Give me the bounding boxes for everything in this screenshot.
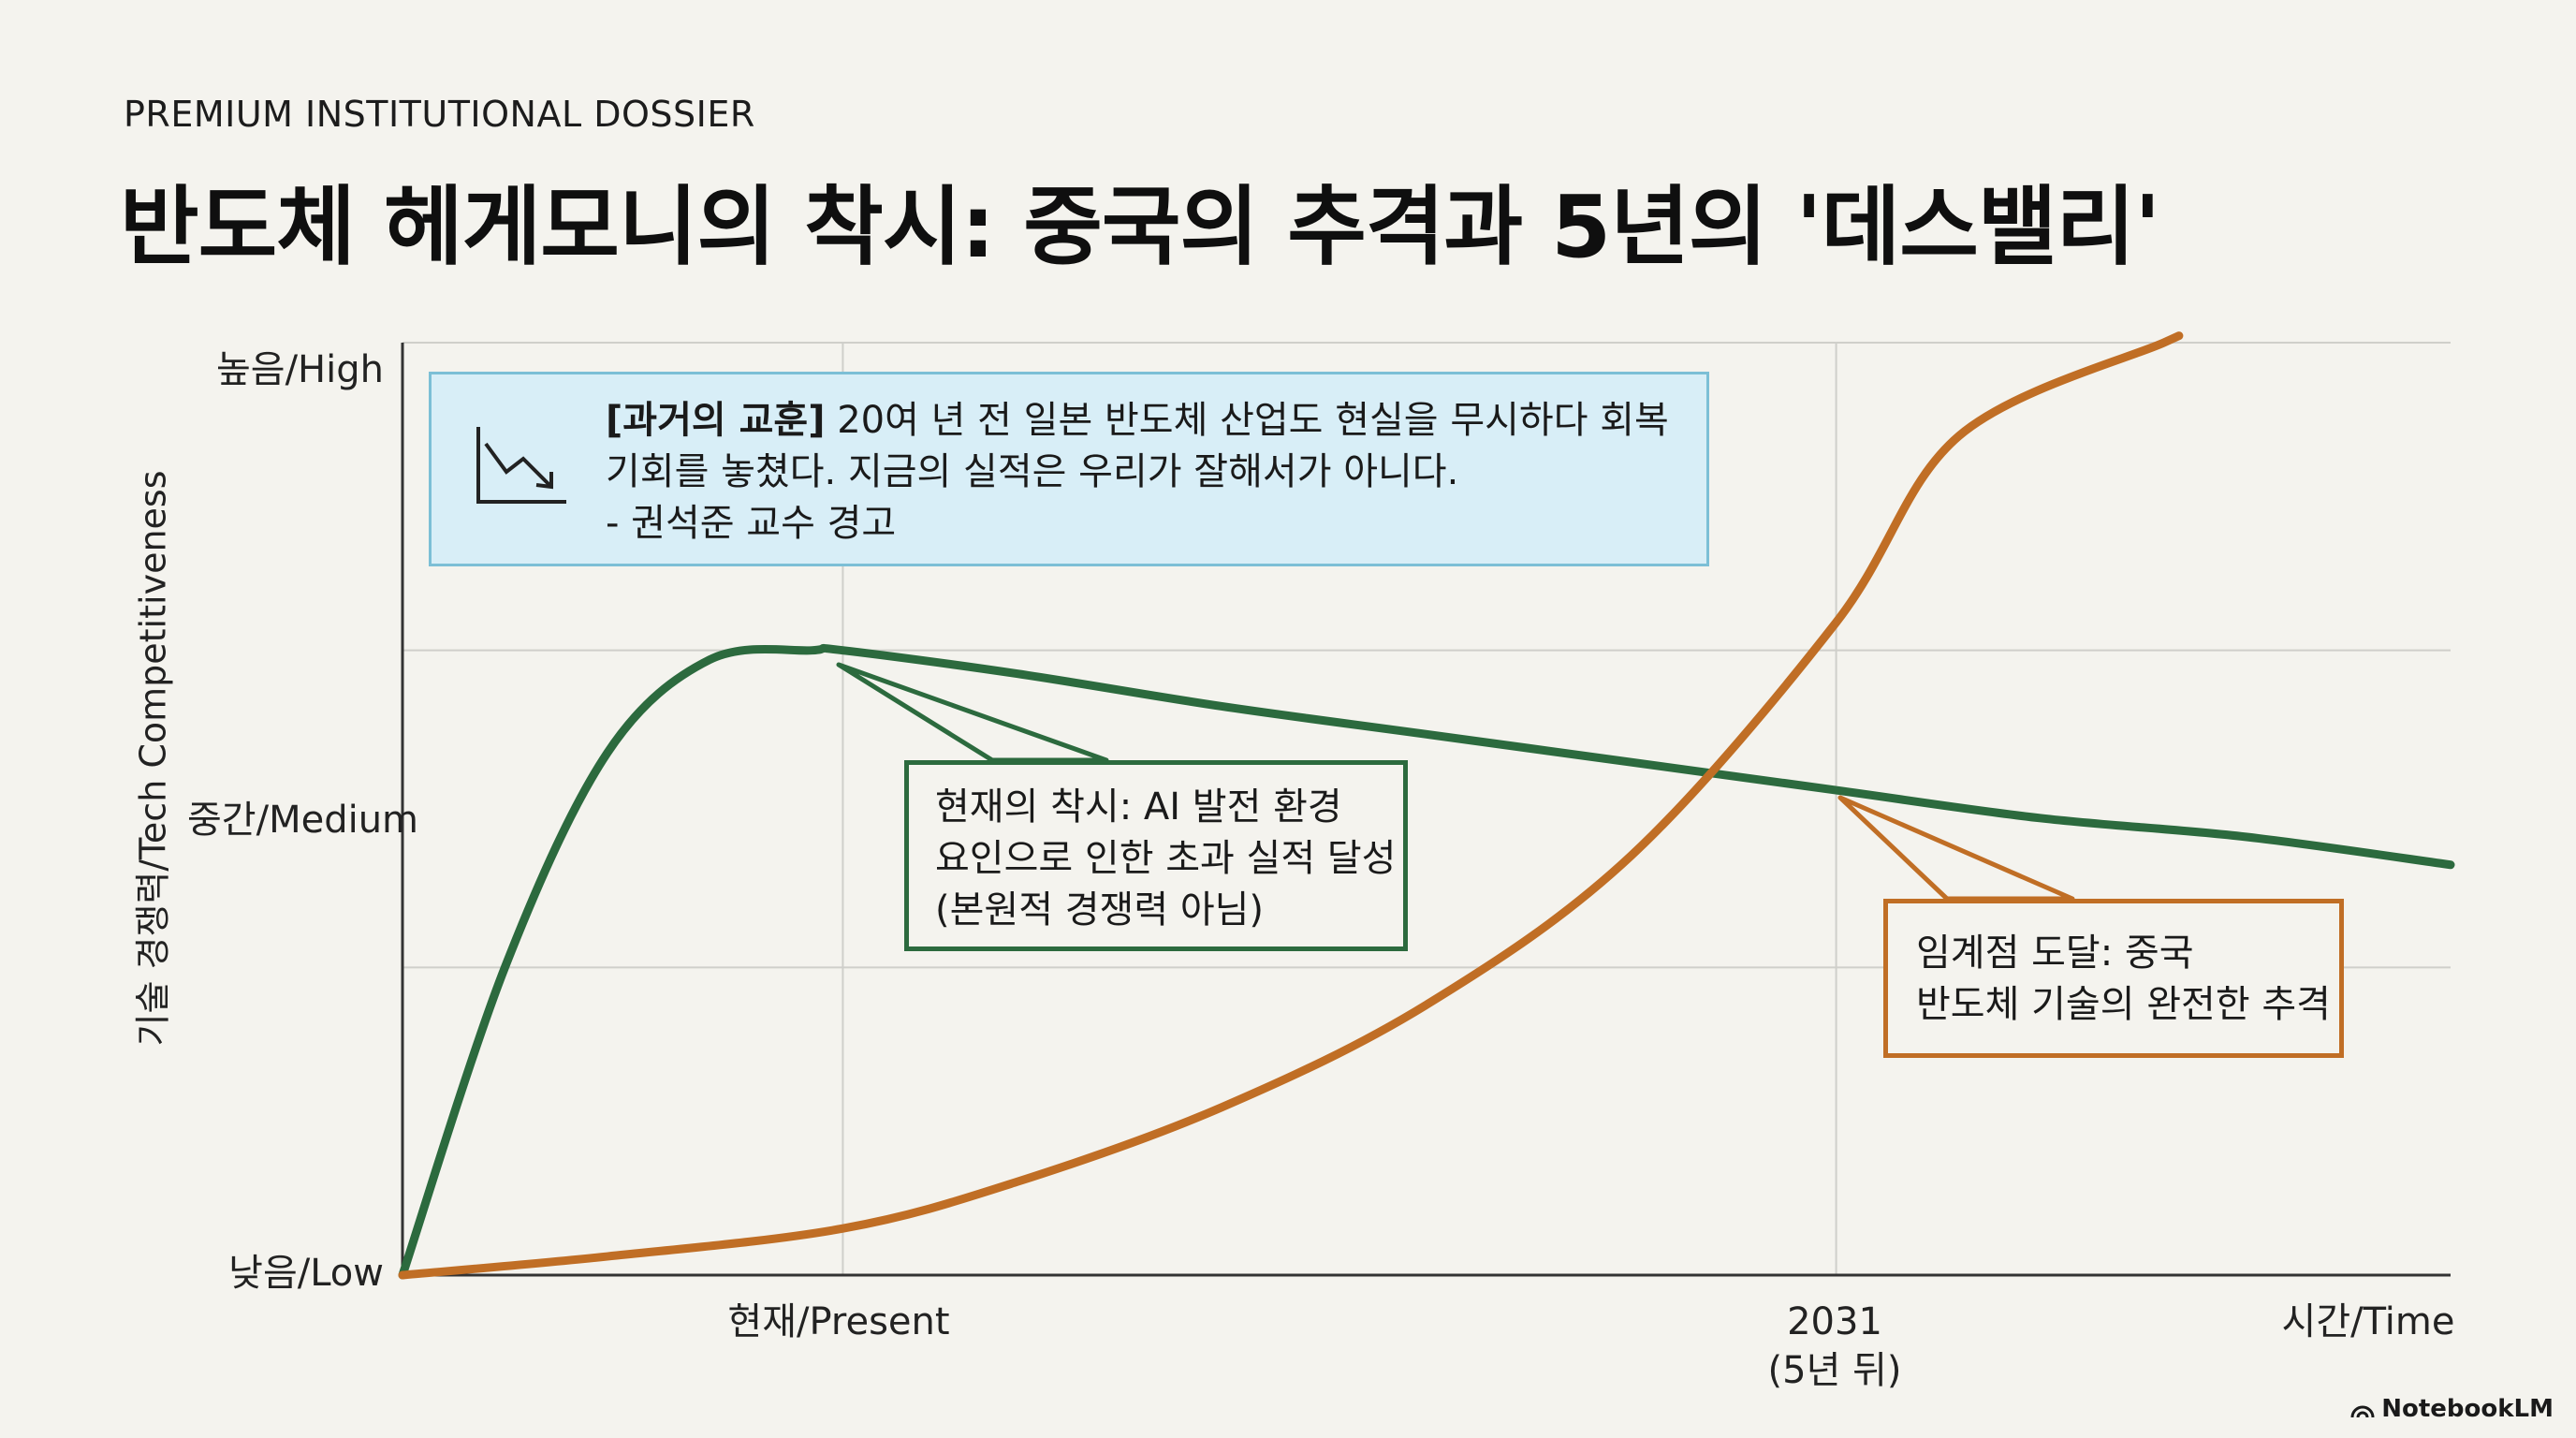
illusion-line2: 요인으로 인한 초과 실적 달성: [935, 837, 1397, 881]
crossover-line1: 임계점 도달: 중국: [1916, 932, 2194, 975]
illusion-line1: 현재의 착시: AI 발전 환경: [935, 785, 1342, 829]
brand-mark: NotebookLM: [2349, 1395, 2554, 1423]
lesson-line2: 기회를 놓쳤다. 지금의 실적은 우리가 잘해서가 아니다.: [606, 450, 1459, 494]
illusion-callout: 현재의 착시: AI 발전 환경 요인으로 인한 초과 실적 달성 (본원적 경…: [904, 760, 1408, 951]
series-line-green: [398, 643, 2455, 1280]
eyebrow-label: PREMIUM INSTITUTIONAL DOSSIER: [124, 94, 755, 135]
illusion-line3: (본원적 경쟁력 아님): [935, 888, 1265, 932]
notebooklm-icon: [2350, 1405, 2375, 1417]
series-group: [398, 331, 2455, 1280]
x-tick-present: 현재/Present: [727, 1300, 950, 1343]
crossover-pointer: [1837, 795, 2075, 902]
page-title: 반도체 헤게모니의 착시: 중국의 추격과 5년의 '데스밸리': [120, 177, 2160, 277]
y-tick-low: 낮음/Low: [228, 1252, 384, 1295]
lesson-line3: - 권석준 교수 경고: [606, 502, 897, 546]
y-tick-medium: 중간/Medium: [187, 799, 419, 842]
x-tick-2031: 2031 (5년 뒤): [1767, 1300, 1902, 1392]
lesson-tag: [과거의 교훈]: [606, 399, 826, 442]
trend-down-icon: [476, 427, 566, 504]
crossover-line2: 반도체 기술의 완전한 추격: [1916, 983, 2331, 1027]
y-tick-high: 높음/High: [215, 348, 384, 391]
lesson-callout: [과거의 교훈] 20여 년 전 일본 반도체 산업도 현실을 무시하다 회복 …: [429, 372, 1709, 566]
lesson-line1: 20여 년 전 일본 반도체 산업도 현실을 무시하다 회복: [825, 399, 1669, 442]
axes: [401, 343, 2451, 1277]
series-line-orange: [398, 331, 2184, 1280]
crossover-callout: 임계점 도달: 중국 반도체 기술의 완전한 추격: [1883, 899, 2344, 1058]
x-tick-time: 시간/Time: [2281, 1300, 2455, 1343]
brand-label: NotebookLM: [2381, 1395, 2554, 1423]
y-axis-label: 기술 경쟁력/Tech Competitiveness: [132, 470, 174, 1047]
